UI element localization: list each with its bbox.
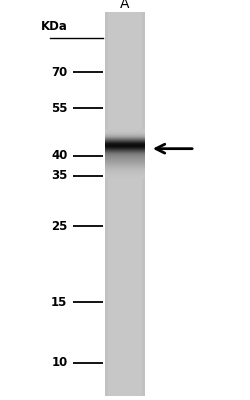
Bar xyxy=(105,12,145,396)
Text: 35: 35 xyxy=(51,169,68,182)
Text: 40: 40 xyxy=(51,150,68,162)
Text: KDa: KDa xyxy=(40,20,68,34)
Text: 25: 25 xyxy=(51,220,68,232)
Text: A: A xyxy=(120,0,130,10)
Bar xyxy=(105,12,108,396)
Text: 70: 70 xyxy=(51,66,68,79)
Bar xyxy=(142,12,145,396)
Text: 15: 15 xyxy=(51,296,68,309)
Text: 55: 55 xyxy=(51,102,68,115)
Text: 10: 10 xyxy=(51,356,68,369)
